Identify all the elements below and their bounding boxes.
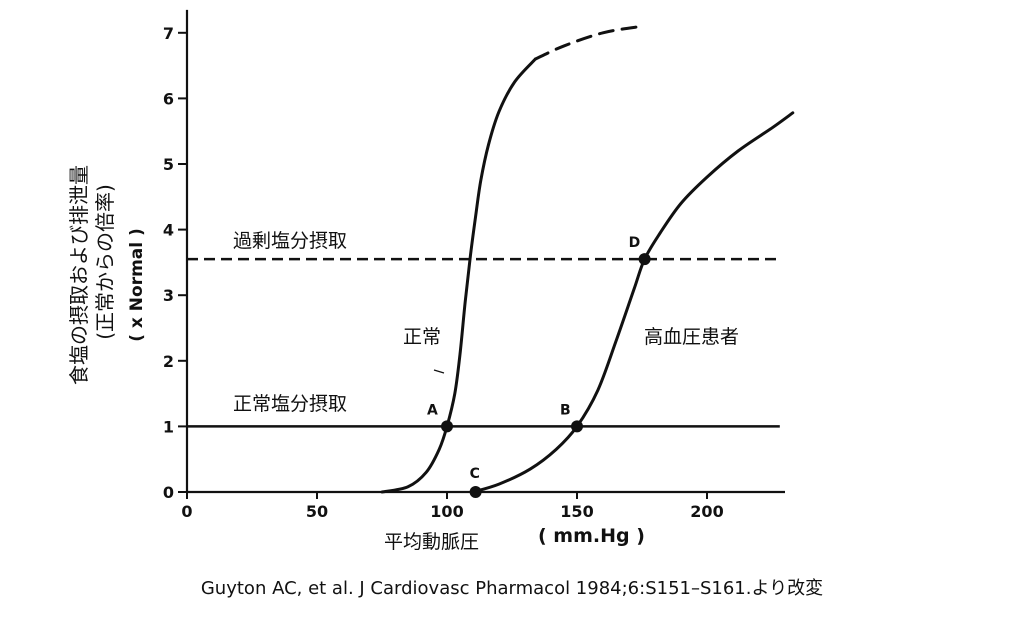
point-a: [441, 420, 453, 433]
x-tick-label: 50: [306, 502, 328, 521]
y-tick-label: 2: [163, 352, 174, 371]
axes: [185, 9, 785, 494]
citation: Guyton AC, et al. J Cardiovasc Pharmacol…: [200, 578, 824, 599]
point-label-a: A: [427, 402, 438, 418]
x-tick-label: 0: [181, 502, 192, 521]
hypertensive-curve: [471, 111, 795, 494]
y-tick-label: 6: [163, 89, 174, 108]
reference-lines: [187, 257, 780, 428]
y-axis-label: 食塩の摂取および排泄量: [67, 165, 91, 385]
series-group: [380, 24, 795, 494]
points-group: A B C D: [427, 235, 651, 498]
normal-curve-pointer: [433, 369, 445, 374]
y-tick-label: 4: [163, 221, 174, 240]
y-tick-label: 0: [163, 483, 174, 502]
y-tick-label: 1: [163, 417, 174, 436]
x-axis-label: 平均動脈圧: [384, 531, 479, 553]
x-axis-unit: ( mm.Hg ): [538, 525, 645, 547]
point-label-b: B: [560, 402, 571, 418]
point-label-d: D: [629, 235, 641, 251]
normal-curve-label: 正常: [403, 326, 441, 348]
excess-salt-label: 過剰塩分摂取: [233, 230, 347, 252]
x-tick-label: 200: [690, 502, 723, 521]
x-tick-label: 100: [430, 502, 463, 521]
x-tick-label: 150: [560, 502, 593, 521]
y-ticks: 0 1 2 3 4 5 6 7: [163, 24, 187, 502]
chart-svg: 0 1 2 3 4 5 6 7 0 50 100 150 200 A B C D 過剰塩分摂取 正常塩分摂取…: [67, 9, 795, 553]
y-tick-label: 7: [163, 24, 174, 43]
y-axis-unit: ( x Normal ): [127, 228, 147, 342]
hypertensive-curve-label: 高血圧患者: [644, 326, 739, 348]
point-d: [638, 253, 651, 266]
normal-salt-label: 正常塩分摂取: [233, 393, 347, 415]
y-tick-label: 3: [163, 286, 174, 305]
point-label-c: C: [470, 466, 480, 482]
point-b: [571, 420, 583, 433]
point-c: [469, 486, 482, 498]
normal-curve-extrapolated: [533, 24, 644, 61]
y-axis-sublabel: (正常からの倍率): [93, 184, 117, 340]
x-ticks: 0 50 100 150 200: [181, 492, 724, 521]
normal-curve: [380, 57, 537, 494]
y-tick-label: 5: [163, 155, 174, 174]
